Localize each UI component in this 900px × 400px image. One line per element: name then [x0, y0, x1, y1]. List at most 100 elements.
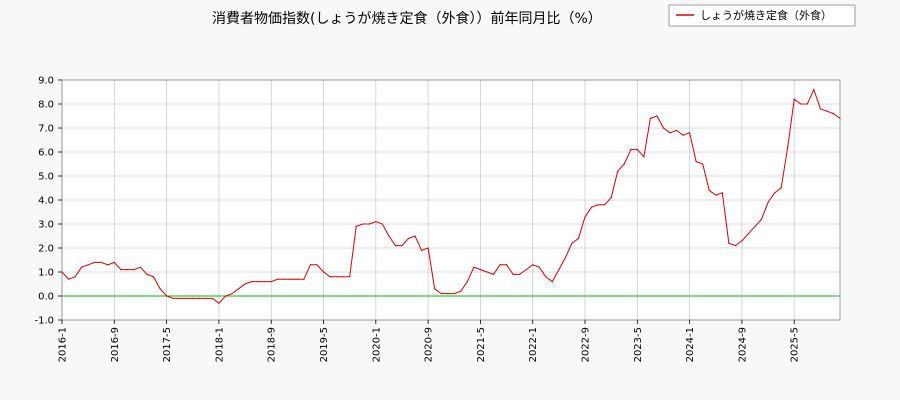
data-point: [152, 276, 155, 278]
data-point: [571, 242, 573, 244]
x-axis: 2016-1 2016-9 2017-5 2018-1 2018-9 2019-5 2020…: [58, 320, 801, 362]
data-point: [721, 192, 723, 194]
data-point: [81, 266, 83, 268]
data-point: [630, 149, 632, 151]
data-point: [525, 269, 527, 271]
y-tick-label: 7.0: [38, 124, 54, 135]
data-point: [767, 201, 769, 203]
data-point: [362, 223, 364, 225]
y-axis: -1.0 0.0 1.0 2.0 3.0 4.0 5.0 6.0 7.0 8.0 9.0: [34, 76, 62, 327]
data-point: [545, 276, 547, 278]
data-point: [257, 281, 259, 283]
data-point: [636, 149, 638, 151]
x-tick-label: 2020-9: [424, 327, 435, 362]
x-tick-label: 2022-1: [528, 327, 539, 362]
chart-title: 消費者物価指数(しょうが焼き定食（外食））前年同月比（%）: [212, 10, 602, 27]
data-point: [172, 297, 174, 299]
data-point: [577, 237, 580, 239]
data-point: [420, 249, 423, 251]
data-point: [623, 163, 625, 165]
data-point: [813, 89, 815, 91]
data-point: [793, 98, 795, 100]
y-tick-label: 5.0: [38, 172, 54, 183]
data-point: [237, 288, 240, 290]
data-point: [250, 281, 253, 283]
data-point: [787, 146, 789, 148]
data-point: [94, 261, 96, 263]
data-point: [107, 264, 109, 266]
y-tick-label: 9.0: [38, 76, 54, 87]
data-point: [388, 235, 390, 237]
y-tick-label: 4.0: [38, 196, 54, 207]
data-point: [499, 264, 501, 266]
data-point: [133, 269, 135, 271]
x-tick-label: 2017-5: [162, 327, 173, 362]
y-tick-label: 0.0: [38, 292, 54, 303]
data-point: [270, 281, 272, 283]
data-point: [381, 223, 383, 225]
data-point: [800, 103, 802, 105]
data-point: [290, 278, 292, 280]
data-point: [192, 297, 194, 299]
data-point: [682, 134, 684, 136]
data-point: [316, 264, 318, 266]
data-point: [166, 295, 168, 297]
data-point: [780, 187, 782, 189]
data-point: [492, 273, 495, 275]
data-point: [486, 271, 488, 273]
data-point: [329, 276, 331, 278]
x-tick-label: 2022-9: [581, 327, 592, 362]
data-point: [551, 281, 553, 283]
data-points: [61, 89, 841, 304]
data-point: [708, 189, 710, 191]
data-point: [394, 245, 397, 247]
data-point: [649, 117, 652, 119]
data-point: [689, 132, 691, 134]
data-point: [604, 204, 606, 206]
data-point: [179, 297, 181, 299]
data-point: [564, 257, 567, 259]
y-tick-label: 8.0: [38, 100, 54, 111]
data-point: [139, 266, 142, 268]
data-point: [715, 194, 717, 196]
data-point: [205, 297, 207, 299]
y-tick-label: -1.0: [34, 316, 54, 327]
data-point: [126, 269, 128, 271]
data-point: [734, 245, 736, 247]
data-point: [434, 288, 436, 290]
data-point: [231, 293, 233, 295]
data-point: [67, 278, 70, 280]
y-tick-label: 6.0: [38, 148, 54, 159]
data-point: [87, 264, 89, 266]
data-point: [61, 271, 63, 273]
data-point: [754, 225, 756, 227]
data-point: [741, 240, 743, 242]
x-tick-label: 2021-5: [476, 327, 487, 362]
y-tick-label: 3.0: [38, 220, 54, 231]
data-point: [355, 225, 357, 227]
data-point: [218, 302, 220, 304]
data-point: [460, 290, 462, 292]
data-point: [401, 245, 403, 247]
data-point: [100, 261, 102, 263]
series-line: [61, 88, 841, 304]
data-point: [146, 273, 148, 275]
x-tick-label: 2016-1: [58, 327, 69, 362]
data-point: [342, 276, 344, 278]
x-tick-label: 2018-9: [267, 327, 278, 362]
data-point: [597, 204, 599, 206]
data-point: [74, 276, 76, 278]
data-point: [662, 127, 665, 129]
x-tick-label: 2024-1: [685, 327, 696, 362]
data-point: [211, 297, 213, 299]
data-point: [427, 247, 429, 249]
y-tick-label: 2.0: [38, 244, 54, 255]
data-point: [309, 264, 312, 266]
x-tick-label: 2025-5: [790, 327, 801, 362]
x-tick-label: 2016-9: [110, 327, 121, 362]
data-point: [643, 156, 645, 158]
data-point: [159, 288, 161, 290]
data-point: [512, 273, 514, 275]
data-point: [303, 278, 305, 280]
data-point: [447, 293, 449, 295]
